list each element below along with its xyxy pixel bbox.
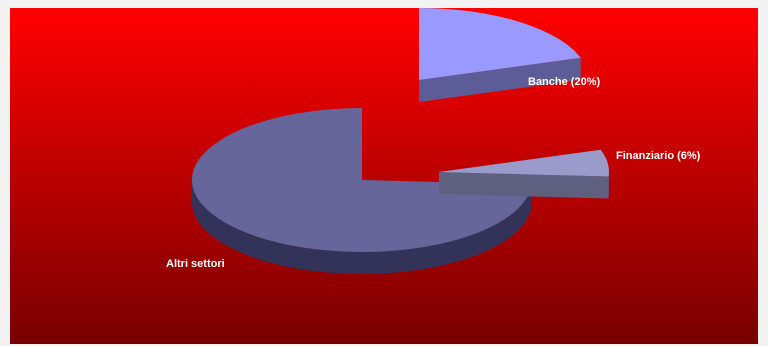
- slice-label-1: Finanziario (6%): [616, 150, 701, 162]
- slice-label-2: Altri settori: [166, 258, 225, 270]
- pie-slice-wall-0-1: [419, 57, 581, 102]
- chart-area: Banche (20%) Finanziario (6%) Altri settor…: [10, 8, 758, 344]
- pie-slice-side-2: [192, 180, 532, 274]
- pie-slice-0: [419, 8, 581, 80]
- pie-slice-group-1: [439, 149, 609, 199]
- chart-background: [10, 8, 758, 344]
- pie-slice-group-0: [419, 8, 581, 102]
- pie-slice-1: [439, 149, 609, 177]
- slice-label-0: Banche (20%): [528, 76, 600, 88]
- pie-slice-wall-1-1: [439, 172, 609, 199]
- pie-slice-2: [191, 108, 532, 253]
- pie-chart: Banche (20%) Finanziario (6%) Altri settor…: [10, 8, 758, 344]
